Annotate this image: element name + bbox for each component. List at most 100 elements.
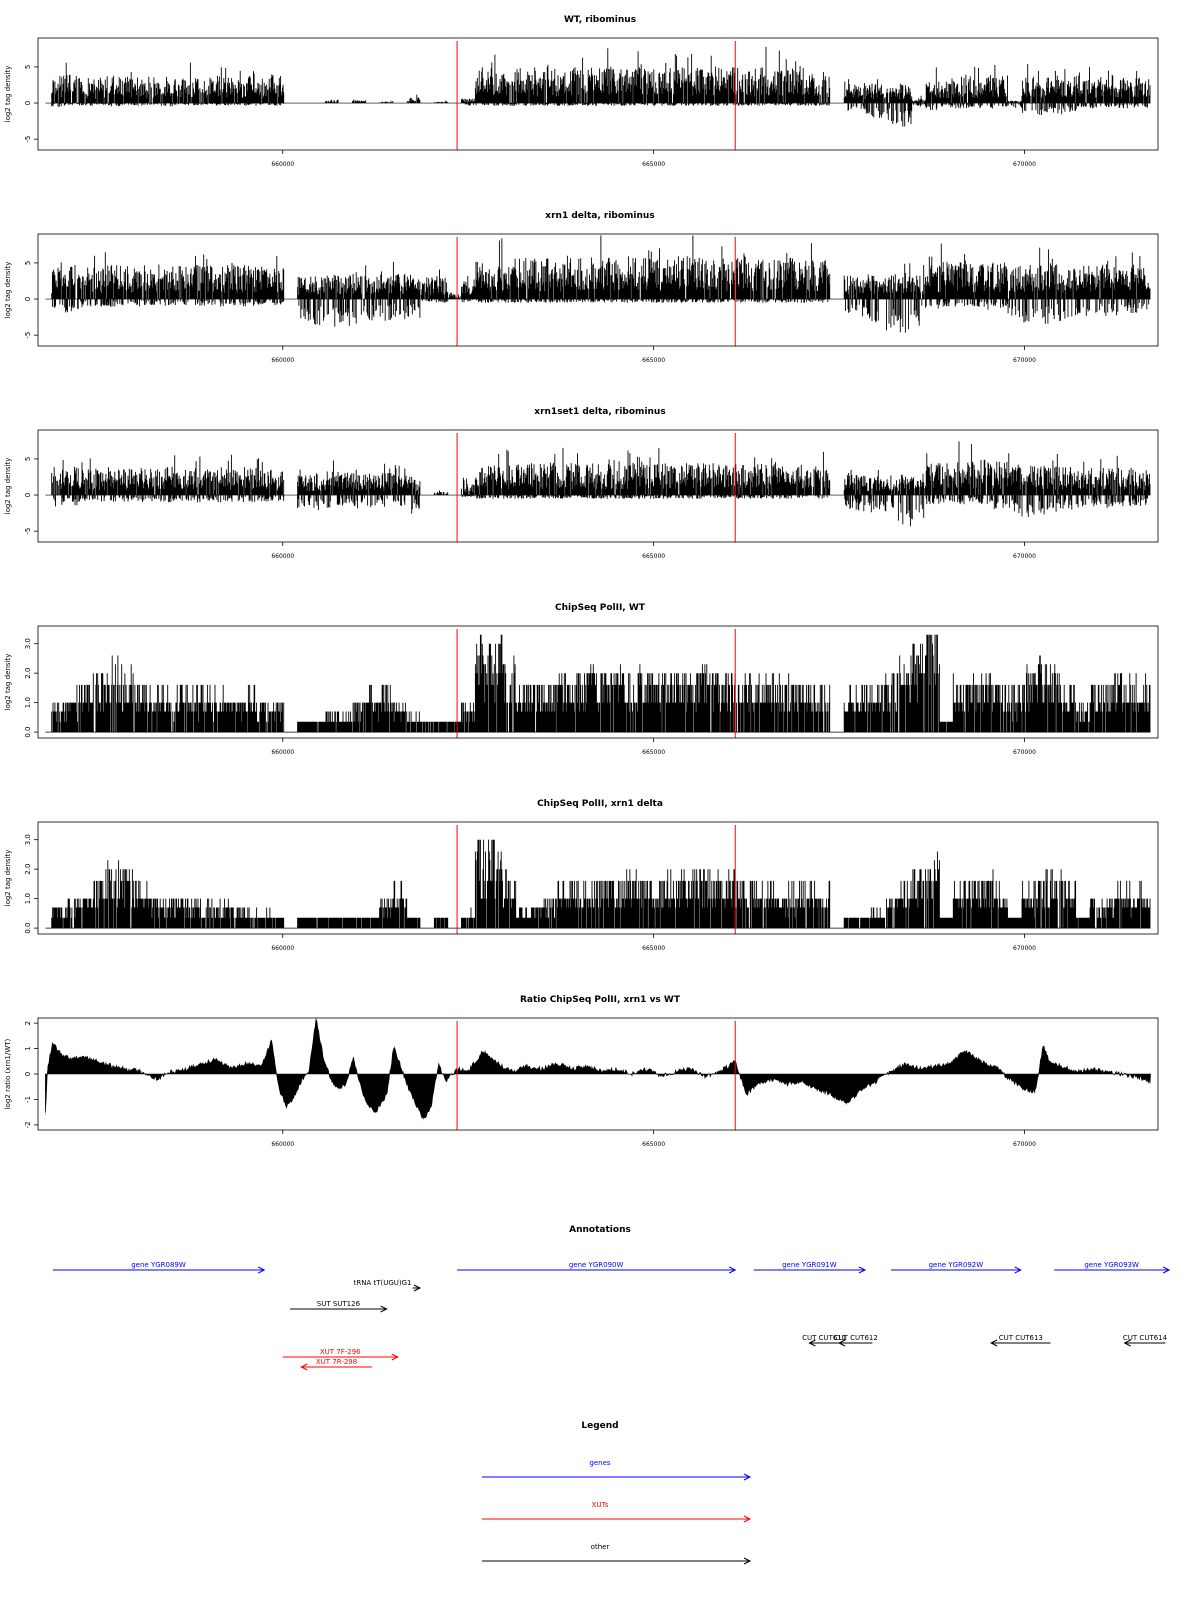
ratio-point	[801, 1081, 803, 1082]
plot-frame	[37, 37, 1159, 151]
ratio-point	[1105, 1071, 1107, 1072]
y-axis-label: log2 tag density	[4, 66, 12, 123]
feature: CUT CUT614	[1123, 1334, 1168, 1347]
panel-3: xrn1set1 delta, ribominus log2 tag densit…	[4, 407, 1159, 560]
panel-6: Ratio ChipSeq PolII, xrn1 vs WT log2 rati…	[4, 995, 1159, 1148]
plot-frame	[37, 821, 1159, 935]
ratio-point	[438, 1063, 439, 1065]
ratio-point	[1120, 1073, 1122, 1075]
density-bars	[51, 634, 1151, 733]
y-tick-label: 2	[24, 1021, 32, 1025]
arrowhead-icon	[837, 1339, 846, 1347]
density-bars	[51, 441, 1151, 527]
panel-title: ChipSeq PolII, WT	[555, 603, 646, 613]
feature-label: XUT 7F-296	[320, 1348, 361, 1356]
y-tick-label: 1	[24, 1046, 32, 1050]
ratio-point	[757, 1083, 758, 1085]
ratio-point	[345, 1083, 347, 1085]
feature-label: SUT SUT126	[317, 1300, 361, 1308]
ratio-point	[408, 1088, 410, 1090]
feature-label: gene YGR092W	[929, 1261, 984, 1269]
ratio-point	[875, 1081, 877, 1082]
feature: CUT CUT613	[989, 1334, 1051, 1347]
legend-title: Legend	[581, 1421, 618, 1431]
ratio-point	[47, 1066, 48, 1067]
arrowhead-icon	[743, 1473, 752, 1481]
ratio-point	[645, 1068, 647, 1070]
arrowhead-icon	[1014, 1266, 1022, 1274]
ratio-point	[293, 1096, 295, 1098]
x-tick-label: 660000	[271, 357, 294, 364]
ratio-point	[59, 1053, 61, 1054]
feature-label: CUT CUT613	[999, 1334, 1043, 1342]
ratio-point	[1135, 1076, 1137, 1077]
x-tick-label: 670000	[1013, 945, 1036, 952]
x-tick-label: 670000	[1013, 1141, 1036, 1148]
plot-frame	[37, 233, 1159, 347]
plot-frame	[37, 429, 1159, 543]
ratio-point	[920, 1068, 921, 1070]
ratio-point	[393, 1045, 395, 1047]
ratio-point	[45, 1114, 46, 1116]
ratio-point	[905, 1063, 907, 1065]
legend-label: genes	[589, 1459, 610, 1467]
ratio-point	[1061, 1066, 1062, 1067]
ratio-point	[1076, 1071, 1077, 1072]
legend-label: other	[591, 1543, 610, 1551]
ratio-point	[230, 1068, 232, 1070]
ratio-point	[950, 1063, 951, 1065]
arrowhead-icon	[743, 1515, 752, 1523]
panel-2: xrn1 delta, ribominus log2 tag density -5 0…	[4, 211, 1159, 364]
arrowhead-icon	[1162, 1266, 1171, 1274]
ratio-point	[1050, 1063, 1051, 1065]
ratio-point	[979, 1060, 981, 1062]
arrowhead-icon	[300, 1363, 308, 1371]
ratio-point	[308, 1071, 310, 1072]
ratio-point	[964, 1050, 966, 1052]
panel-1: WT, ribominus log2 tag density -5 0 5 660000 6…	[4, 15, 1159, 168]
panel-5: ChipSeq PolII, xrn1 delta log2 tag densit…	[4, 799, 1159, 952]
x-tick-label: 665000	[642, 749, 665, 756]
feature: gene YGR091W	[753, 1261, 867, 1274]
y-axis-label: log2 ratio (xrn1/WT)	[4, 1038, 12, 1109]
density-bars	[51, 839, 1151, 929]
feature-label: CUT CUT614	[1123, 1334, 1168, 1342]
ratio-point	[364, 1099, 365, 1100]
panel-title: xrn1 delta, ribominus	[545, 211, 654, 221]
y-tick-label: 1.0	[24, 697, 32, 708]
plot-frame	[37, 625, 1159, 739]
ratio-point	[186, 1068, 187, 1070]
y-tick-label: 0.0	[24, 923, 32, 934]
ratio-point	[890, 1071, 892, 1072]
feature: XUT 7F-296	[282, 1348, 399, 1361]
feature-label: gene YGR090W	[569, 1261, 624, 1269]
arrowhead-icon	[728, 1266, 737, 1274]
feature: tRNA tT(UGU)G1	[354, 1279, 422, 1292]
y-tick-label: 1.0	[24, 893, 32, 904]
density-bars	[51, 46, 1151, 127]
feature-label: tRNA tT(UGU)G1	[354, 1279, 412, 1287]
x-tick-label: 665000	[642, 357, 665, 364]
ratio-point	[415, 1104, 417, 1105]
y-tick-label: -2	[24, 1121, 32, 1128]
y-tick-label: 0	[24, 493, 32, 497]
feature: gene YGR089W	[52, 1261, 266, 1274]
x-tick-label: 670000	[1013, 357, 1036, 364]
feature-label: gene YGR089W	[131, 1261, 186, 1269]
y-tick-label: 2.0	[24, 864, 32, 875]
feature-label: gene YGR091W	[782, 1261, 837, 1269]
ratio-point	[994, 1066, 996, 1067]
ratio-point	[71, 1058, 72, 1060]
feature: gene YGR090W	[457, 1261, 737, 1274]
ratio-point	[430, 1106, 432, 1108]
arrowhead-icon	[391, 1353, 399, 1361]
ratio-point	[1009, 1078, 1010, 1080]
arrowhead-icon	[258, 1266, 266, 1274]
ratio-point	[52, 1043, 54, 1044]
ratio-point	[111, 1066, 113, 1067]
x-tick-label: 670000	[1013, 553, 1036, 560]
ratio-point	[245, 1063, 246, 1065]
plot-frame	[37, 1017, 1159, 1131]
ratio-point	[527, 1066, 528, 1067]
ratio-point	[586, 1066, 588, 1067]
